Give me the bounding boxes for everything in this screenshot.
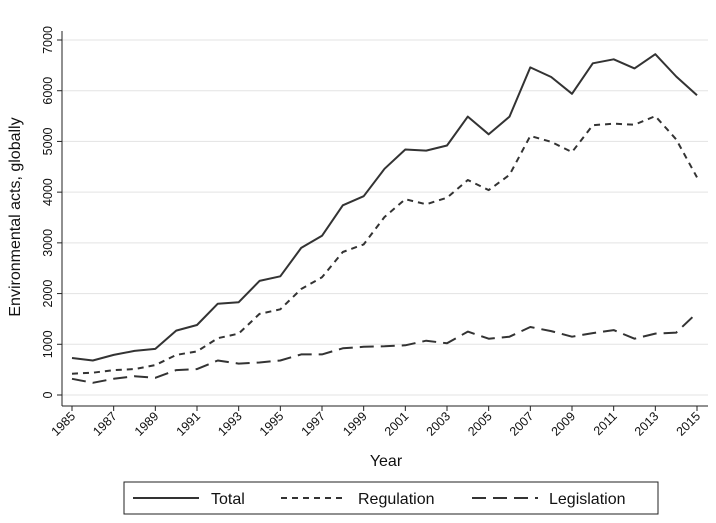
y-tick-label-1000: 1000 <box>41 330 55 358</box>
y-tick-label-5000: 5000 <box>41 127 55 155</box>
legend: Total Regulation Legislation <box>123 481 659 515</box>
y-tick-label-6000: 6000 <box>41 77 55 105</box>
axes <box>61 31 708 407</box>
series-line-legislation <box>71 312 698 384</box>
gridlines <box>62 39 708 396</box>
series-lines <box>71 53 698 384</box>
y-tick-label-4000: 4000 <box>41 178 55 206</box>
y-axis-title: Environmental acts, globally <box>7 117 24 316</box>
y-axis-ticks: 0 1000 2000 3000 4000 5000 6000 7000 <box>41 26 62 398</box>
series-line-regulation <box>71 115 698 375</box>
x-axis-title: Year <box>370 453 403 470</box>
y-tick-label-0: 0 <box>41 391 55 398</box>
legend-label-legislation: Legislation <box>549 491 626 508</box>
legend-label-total: Total <box>211 491 245 508</box>
y-tick-label-7000: 7000 <box>41 26 55 54</box>
y-tick-label-3000: 3000 <box>41 229 55 257</box>
series-line-total <box>71 53 698 362</box>
legend-box <box>123 481 659 515</box>
y-tick-label-2000: 2000 <box>41 280 55 308</box>
legend-label-regulation: Regulation <box>358 491 435 508</box>
